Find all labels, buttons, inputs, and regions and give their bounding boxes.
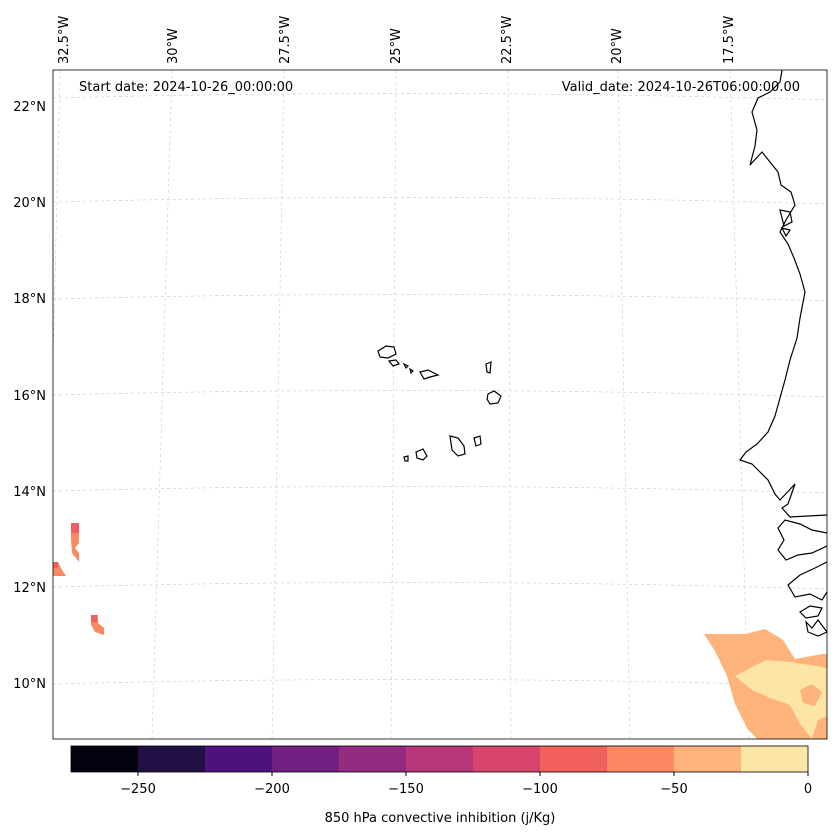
colorbar-swatch	[138, 746, 206, 772]
lat-label-20n: 20°N	[13, 196, 46, 211]
lon-label-30w: 30°W	[166, 28, 181, 64]
lat-label-12n: 12°N	[13, 581, 46, 596]
valid-date-annotation: Valid_date: 2024-10-26T06:00:00.00	[562, 80, 800, 95]
longitude-labels: 32.5°W 30°W 27.5°W 25°W 22.5°W 20°W 17.5…	[57, 16, 737, 64]
africa-coastline	[739, 70, 827, 637]
colorbar-swatch	[272, 746, 340, 772]
start-date-annotation: Start date: 2024-10-26_00:00:00	[79, 80, 293, 95]
lat-label-10n: 10°N	[13, 677, 46, 692]
lon-label-20w: 20°W	[610, 28, 625, 64]
map-area	[53, 70, 827, 739]
colorbar-swatch	[71, 746, 139, 772]
colorbar-tick-label: 0	[804, 782, 812, 797]
colorbar-tick-label: −200	[254, 782, 290, 797]
cin-field-southeast	[704, 629, 827, 739]
colorbar-tick-labels: −250 −200 −150 −100 −50 0	[120, 782, 812, 797]
latitude-gridlines	[53, 93, 827, 687]
lon-label-32-5w: 32.5°W	[57, 16, 72, 64]
lat-label-22n: 22°N	[13, 100, 46, 115]
colorbar-swatches	[71, 746, 809, 772]
colorbar-swatch	[339, 746, 407, 772]
latitude-labels: 22°N 20°N 18°N 16°N 14°N 12°N 10°N	[13, 100, 46, 692]
colorbar-swatch	[607, 746, 675, 772]
colorbar-label: 850 hPa convective inhibition (j/Kg)	[325, 811, 556, 826]
colorbar-frame	[70, 745, 809, 773]
colorbar-tick-label: −250	[120, 782, 156, 797]
colorbar-tick-label: −150	[388, 782, 424, 797]
lat-label-16n: 16°N	[13, 389, 46, 404]
lon-label-25w: 25°W	[389, 28, 404, 64]
colorbar-tick-label: −50	[660, 782, 687, 797]
lon-label-22-5w: 22.5°W	[500, 16, 515, 64]
colorbar-swatch	[741, 746, 809, 772]
colorbar-swatch	[473, 746, 541, 772]
lat-label-14n: 14°N	[13, 485, 46, 500]
colorbar-ticks	[137, 772, 809, 776]
lat-label-18n: 18°N	[13, 292, 46, 307]
colorbar-tick-label: −100	[522, 782, 558, 797]
lon-label-17-5w: 17.5°W	[722, 16, 737, 64]
cape-verde-islands	[377, 345, 502, 462]
colorbar-swatch	[205, 746, 273, 772]
colorbar-swatch	[674, 746, 742, 772]
map-border	[52, 69, 828, 740]
colorbar-swatch	[540, 746, 608, 772]
lon-label-27-5w: 27.5°W	[278, 16, 293, 64]
colorbar-swatch	[406, 746, 474, 772]
cin-field-left	[53, 523, 104, 635]
colorbar: −250 −200 −150 −100 −50 0 850 hPa convec…	[70, 745, 812, 826]
